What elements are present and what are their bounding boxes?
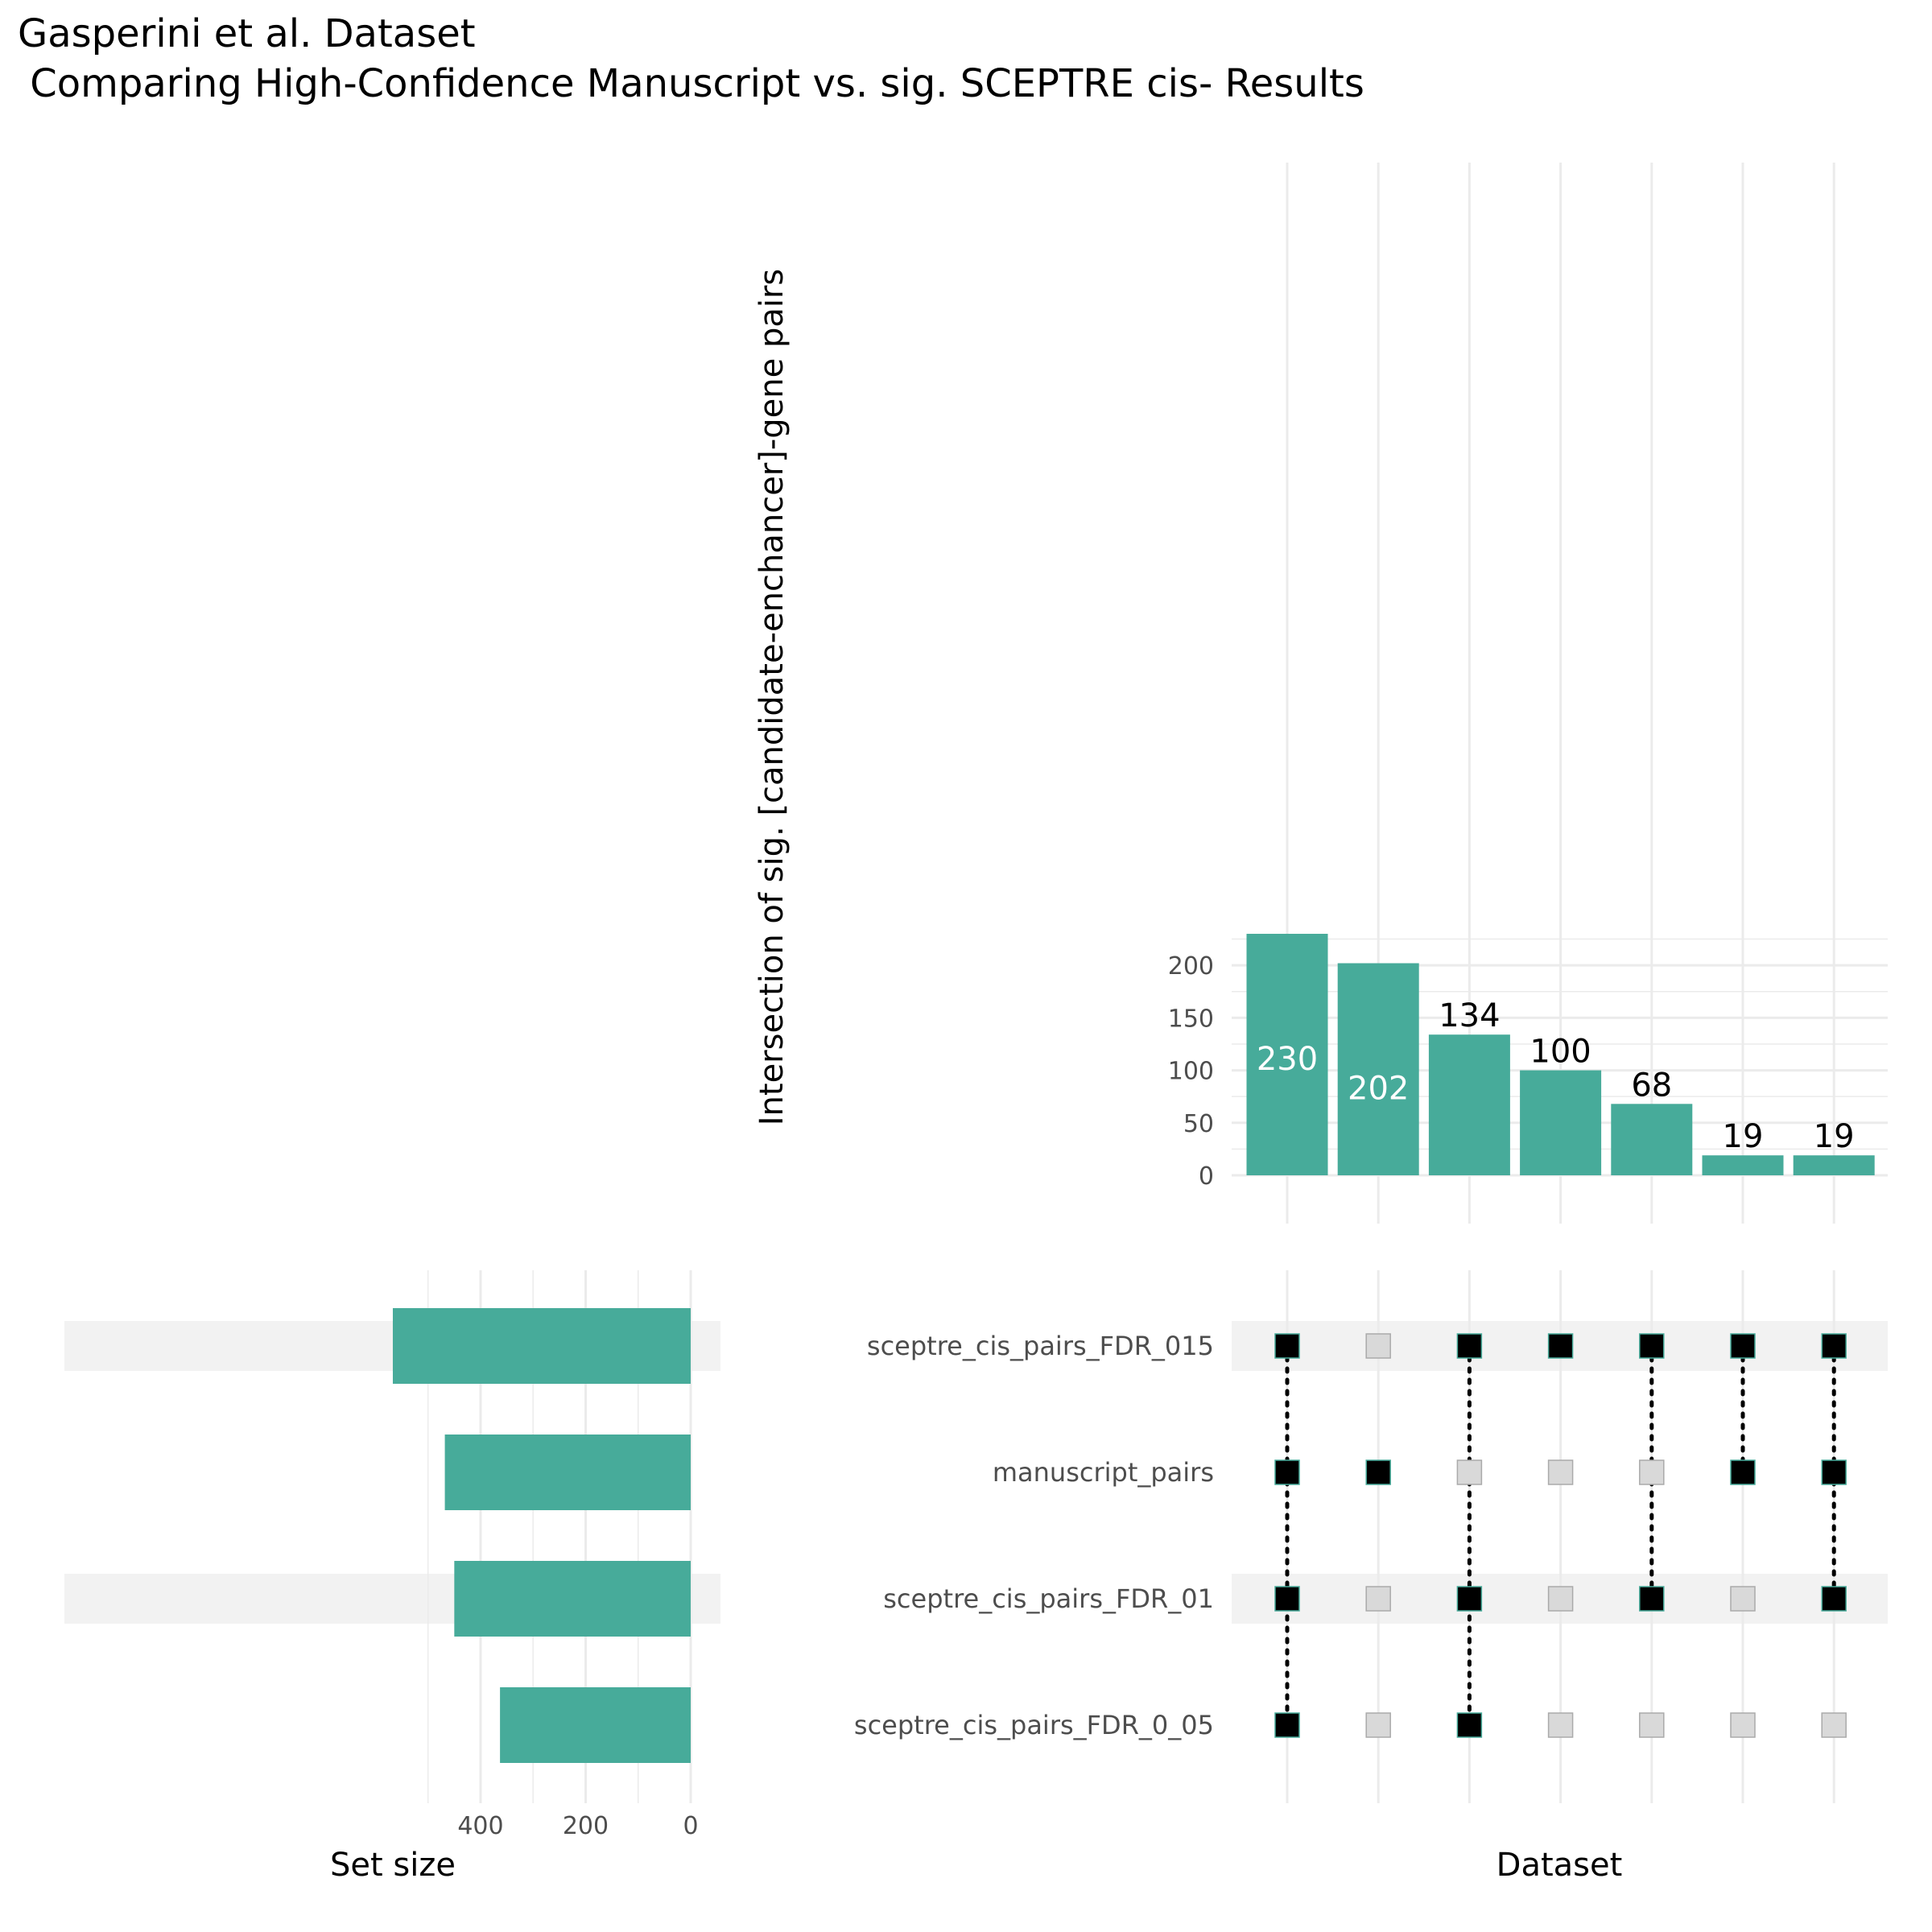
member-dot xyxy=(1456,1333,1483,1359)
set-label: sceptre_cis_pairs_FDR_01 xyxy=(883,1583,1214,1614)
y-axis-title: Intersection of sig. [candidate-enchance… xyxy=(753,269,791,1126)
member-dot xyxy=(1365,1459,1391,1485)
intersection-bar xyxy=(1611,1104,1693,1175)
non-member-dot xyxy=(1730,1712,1756,1738)
bar-value-label: 202 xyxy=(1348,1071,1409,1108)
set-size-bar xyxy=(454,1561,691,1637)
non-member-dot xyxy=(1365,1712,1391,1738)
non-member-dot xyxy=(1547,1712,1574,1738)
intersection-bars: 230 202 134 100 68 19 19 xyxy=(1246,934,1875,1175)
bar-value-label: 100 xyxy=(1530,1034,1591,1071)
member-dot xyxy=(1730,1459,1756,1485)
member-dot xyxy=(1821,1333,1847,1359)
intersection-matrix xyxy=(1274,1333,1847,1738)
member-dot xyxy=(1639,1586,1665,1612)
set-size-axis-title: Set size xyxy=(330,1847,456,1884)
member-dot xyxy=(1274,1712,1300,1738)
gridlines xyxy=(427,163,1888,1803)
set-size-bars xyxy=(392,1308,691,1763)
member-dot xyxy=(1821,1586,1847,1612)
set-size-bar xyxy=(444,1435,691,1510)
member-dot xyxy=(1274,1333,1300,1359)
bar-value-label: 19 xyxy=(1814,1118,1855,1155)
non-member-dot xyxy=(1639,1459,1665,1485)
set-tick-label: 200 xyxy=(563,1812,609,1840)
non-member-dot xyxy=(1821,1712,1847,1738)
set-tick-label: 400 xyxy=(457,1812,503,1840)
chart-title-line1: Gasperini et al. Dataset xyxy=(18,11,476,56)
set-tick-label: 0 xyxy=(683,1812,698,1840)
y-tick-label: 200 xyxy=(1168,952,1214,980)
intersection-bar xyxy=(1428,1034,1510,1175)
non-member-dot xyxy=(1547,1459,1574,1485)
non-member-dot xyxy=(1639,1712,1665,1738)
intersection-bar xyxy=(1246,934,1328,1175)
intersection-bar xyxy=(1702,1155,1784,1175)
member-dot xyxy=(1456,1712,1483,1738)
set-label: sceptre_cis_pairs_FDR_015 xyxy=(867,1331,1214,1361)
non-member-dot xyxy=(1456,1459,1483,1485)
bar-value-label: 134 xyxy=(1439,997,1500,1034)
bar-value-label: 68 xyxy=(1631,1067,1672,1104)
intersection-bar xyxy=(1793,1155,1875,1175)
axis-labels: 0 50 100 150 200 400 200 0 sceptre_cis_pairs_FDR… xyxy=(457,952,1214,1840)
y-tick-label: 100 xyxy=(1168,1058,1214,1086)
member-dot xyxy=(1639,1333,1665,1359)
x-axis-title: Dataset xyxy=(1496,1847,1623,1884)
set-label: sceptre_cis_pairs_FDR_0_05 xyxy=(854,1710,1214,1740)
member-dot xyxy=(1547,1333,1574,1359)
member-dot xyxy=(1821,1459,1847,1485)
set-row-stripes xyxy=(64,1321,1888,1624)
bar-value-label: 19 xyxy=(1723,1118,1764,1155)
set-size-bar xyxy=(500,1687,691,1763)
y-tick-label: 150 xyxy=(1168,1005,1214,1033)
bar-value-label: 230 xyxy=(1257,1041,1318,1078)
chart-title-line2: Comparing High-Confidence Manuscript vs.… xyxy=(18,61,1364,106)
member-dot xyxy=(1274,1586,1300,1612)
intersection-bar xyxy=(1337,963,1419,1175)
set-label: manuscript_pairs xyxy=(993,1457,1214,1488)
non-member-dot xyxy=(1365,1333,1391,1359)
y-tick-label: 0 xyxy=(1199,1162,1214,1191)
member-dot xyxy=(1730,1333,1756,1359)
member-dot xyxy=(1456,1586,1483,1612)
non-member-dot xyxy=(1547,1586,1574,1612)
non-member-dot xyxy=(1730,1586,1756,1612)
y-tick-label: 50 xyxy=(1183,1110,1214,1138)
member-dot xyxy=(1274,1459,1300,1485)
set-size-bar xyxy=(392,1308,691,1384)
non-member-dot xyxy=(1365,1586,1391,1612)
intersection-bar xyxy=(1520,1070,1602,1175)
